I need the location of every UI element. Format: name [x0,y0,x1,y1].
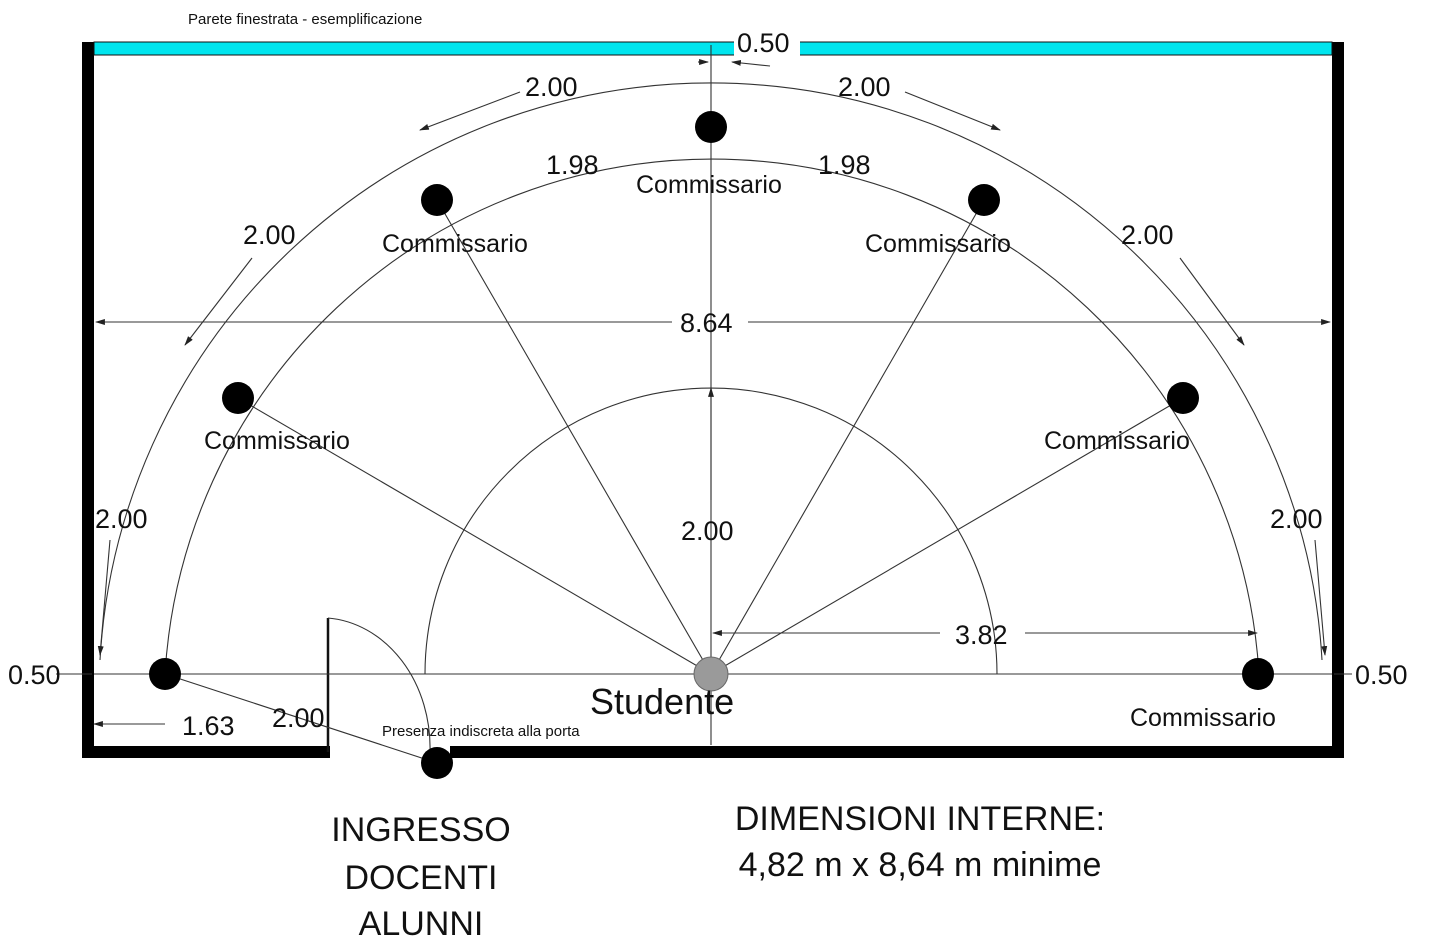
entrance-line-2: DOCENTI [345,859,498,897]
side-left-label: 0.50 [8,660,61,690]
arc-low-right-label: 2.00 [1270,504,1323,534]
door-person-label: Presenza indiscreta alla porta [382,723,580,740]
wall-left-bottom-left [82,42,330,758]
door-offset-label: 1.63 [182,711,235,741]
arc-dim-low-right-arrow [1314,539,1328,656]
door-person-dot [421,747,453,779]
commissario-dot-low-right [1242,658,1274,690]
student-dot [693,656,729,692]
commissario-label-mid-left: Commissario [204,427,350,455]
entrance-caption: INGRESSO DOCENTI ALUNNI [331,811,510,943]
ray-4 [710,397,1184,675]
window-strip [93,41,1333,56]
commissario-label-upper-right: Commissario [865,230,1011,258]
commissari-arc [164,158,1260,675]
outer-dimension-arc [99,82,1323,661]
dimension-lines [56,59,1352,727]
internal-dimensions-line-1: DIMENSIONI INTERNE: [735,800,1105,838]
wall-bottom-right [450,42,1344,758]
ray-2 [436,199,712,675]
commissario-label-upper-left: Commissario [382,230,528,258]
arc-dim-top-left-arrow [419,91,521,131]
arc-dim-low-left-arrow [97,539,111,656]
dimension-labels: 0.50 2.00 2.00 1.98 1.98 2.00 2.00 8.64 … [8,28,1408,741]
arc-top-left-label: 2.00 [525,72,578,102]
commissario-label-top: Commissario [636,171,782,199]
arc-dim-top-right-arrow [904,91,1001,131]
ray-3 [710,199,985,675]
outer-radius-label: 3.82 [955,620,1008,650]
student: Studente [590,656,734,722]
door-person: Presenza indiscreta alla porta [382,723,580,779]
internal-dimensions-line-2: 4,82 m x 8,64 m minime [739,846,1102,884]
commissari: Commissario Commissario Commissario Comm… [149,111,1276,732]
window-label: Parete finestrata - esemplificazione [188,11,422,28]
arc-low-left-label: 2.00 [95,504,148,534]
door-distance-label: 2.00 [272,703,325,733]
student-label: Studente [590,681,734,722]
construction-lines [94,45,1332,764]
door-distance-line [164,673,438,764]
chord-right-label: 1.98 [818,150,871,180]
width-label: 8.64 [680,308,733,338]
entrance-line-3: ALUNNI [359,905,484,943]
top-gap-label: 0.50 [737,28,790,58]
arc-mid-right-label: 2.00 [1121,220,1174,250]
entrance-line-1: INGRESSO [331,811,510,849]
commissario-dot-low-left [149,658,181,690]
inner-radius-label: 2.00 [681,516,734,546]
side-right-label: 0.50 [1355,660,1408,690]
chord-left-label: 1.98 [546,150,599,180]
internal-dimensions-caption: DIMENSIONI INTERNE: 4,82 m x 8,64 m mini… [735,800,1105,884]
commissario-label-low-right: Commissario [1130,704,1276,732]
commissario-dot-upper-right [968,184,1000,216]
top-gap-bg [734,28,800,56]
door [326,617,431,753]
arc-dim-mid-right-arrow [1179,257,1245,346]
arc-mid-left-label: 2.00 [243,220,296,250]
room-walls [82,42,1344,758]
arc-top-right-label: 2.00 [838,72,891,102]
door-swing-arc [327,617,431,753]
top-gap-arrow-right [731,59,771,67]
commissario-dot-mid-right [1167,382,1199,414]
commissario-dot-top [695,111,727,143]
ray-1 [237,397,712,675]
commissario-label-mid-right: Commissario [1044,427,1190,455]
commissario-dot-mid-left [222,382,254,414]
commissario-dot-upper-left [421,184,453,216]
arc-dim-mid-left-arrow [184,257,253,346]
